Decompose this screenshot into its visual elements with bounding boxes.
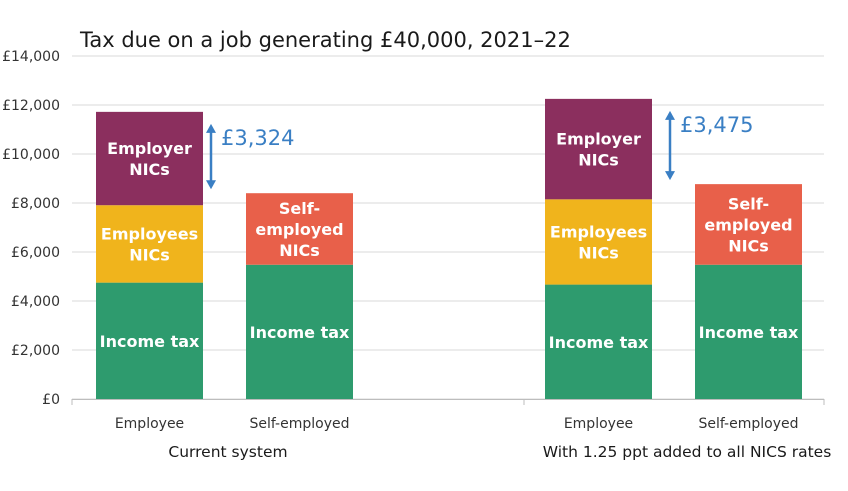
bar-segment-income-tax bbox=[695, 264, 802, 399]
difference-label: £3,324 bbox=[221, 126, 294, 150]
y-axis: £0 £2,000 £4,000 £6,000 £8,000 £10,000 £12,000… bbox=[2, 49, 60, 408]
bar-segment-income-tax bbox=[96, 282, 203, 399]
bars bbox=[96, 98, 802, 399]
difference-arrow-head-up bbox=[206, 123, 216, 133]
difference-arrow-head-down bbox=[665, 171, 675, 181]
bar-segment-employees-nics bbox=[96, 205, 203, 283]
group-label: With 1.25 ppt added to all NICS rates bbox=[543, 443, 832, 461]
x-category-label: Self-employed bbox=[250, 416, 350, 432]
segment-label: Self-employed NICs bbox=[255, 199, 343, 260]
bar-segment-self-employed-nics bbox=[246, 193, 353, 265]
segment-label: Employees NICs bbox=[550, 222, 647, 262]
bar-segment-employees-nics bbox=[545, 199, 652, 285]
y-tick-label: £0 bbox=[42, 392, 60, 408]
y-tick-label: £2,000 bbox=[11, 343, 60, 359]
y-tick-label: £12,000 bbox=[2, 98, 60, 114]
bar-segment-employer-nics bbox=[96, 111, 203, 206]
group-label: Current system bbox=[168, 443, 287, 461]
segment-label: Income tax bbox=[549, 333, 649, 352]
y-tick-label: £8,000 bbox=[11, 196, 60, 212]
bar-segment-income-tax bbox=[246, 264, 353, 399]
x-category-label: Self-employed bbox=[699, 416, 799, 432]
difference-arrow-head-up bbox=[665, 110, 675, 120]
segment-label: Income tax bbox=[250, 323, 350, 342]
bar-segment-employer-nics bbox=[545, 98, 652, 200]
y-tick-label: £4,000 bbox=[11, 294, 60, 310]
labels: Income tax Employees NICs Employer NICs Emplo… bbox=[100, 110, 832, 461]
segment-label: Employer NICs bbox=[107, 139, 192, 179]
segment-label: Income tax bbox=[100, 332, 200, 351]
bar-segment-self-employed-nics bbox=[695, 184, 802, 265]
x-category-label: Employee bbox=[564, 416, 633, 432]
x-category-label: Employee bbox=[115, 416, 184, 432]
segment-label: Self-employed NICs bbox=[704, 194, 792, 255]
segment-label: Income tax bbox=[699, 323, 799, 342]
y-tick-label: £10,000 bbox=[2, 147, 60, 163]
y-tick-label: £6,000 bbox=[11, 245, 60, 261]
bar-segment-income-tax bbox=[545, 284, 652, 399]
y-tick-label: £14,000 bbox=[2, 49, 60, 65]
difference-label: £3,475 bbox=[680, 113, 753, 137]
segment-label: Employees NICs bbox=[101, 224, 198, 264]
difference-arrow-head-down bbox=[206, 180, 216, 190]
segment-label: Employer NICs bbox=[556, 130, 641, 170]
chart-title: Tax due on a job generating £40,000, 202… bbox=[79, 28, 571, 52]
